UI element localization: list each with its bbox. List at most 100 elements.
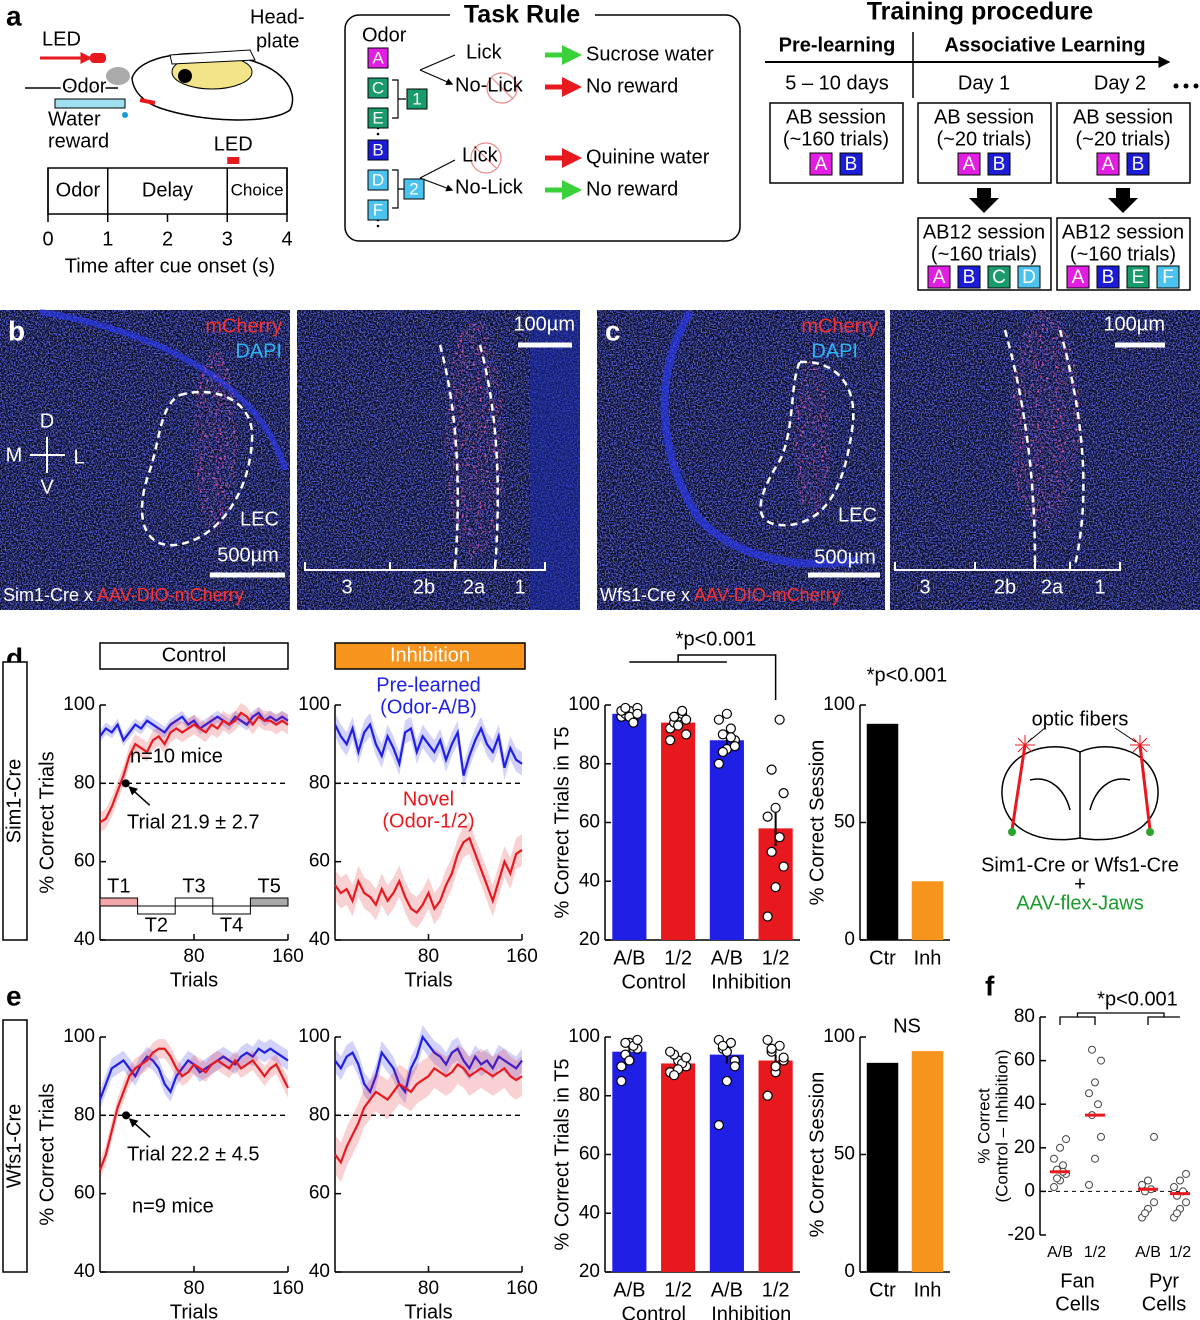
data-point: [729, 1061, 740, 1072]
odor: A: [963, 154, 976, 175]
window-label: T5: [258, 875, 281, 897]
y-tick-label: 100: [63, 694, 95, 715]
x-axis-label: Trials: [170, 969, 218, 991]
series-label: Pre-learned: [376, 674, 481, 696]
action: No-Lick: [455, 176, 524, 198]
ellipsis-dots: [376, 224, 380, 228]
condition-box: [99, 642, 289, 670]
data-point: [766, 1043, 777, 1054]
curve: [98, 1047, 289, 1171]
data-point: [1097, 1056, 1105, 1065]
virus: AAV-DIO-mCherry: [97, 585, 244, 605]
micrograph: [759, 360, 855, 527]
odor-box: [927, 265, 951, 289]
scale-label: 100µm: [1103, 313, 1165, 335]
micrograph: [445, 320, 505, 560]
session-trials: (~160 trials): [931, 243, 1037, 265]
odor: B: [963, 267, 976, 288]
data-point: [713, 714, 724, 725]
y-tick-label: 80: [579, 1085, 600, 1106]
mouse-schematic: LED Odor Water reward Head- plate: [25, 6, 304, 152]
odor-box: [809, 152, 833, 176]
data-point: [624, 1055, 635, 1066]
data-point: [669, 1070, 680, 1081]
mouse-schematic: [178, 69, 192, 83]
odor: B: [993, 154, 1006, 175]
data-point: [762, 1090, 773, 1101]
odor: B: [1102, 267, 1115, 288]
sem-band: [335, 712, 522, 788]
odor: D: [372, 170, 384, 189]
layer: 3: [919, 576, 930, 598]
bracket: [629, 654, 777, 700]
window-label: T2: [145, 914, 168, 936]
ellipsis-dots: [1173, 83, 1179, 89]
data-point: [1150, 1198, 1158, 1207]
task-arrows: [392, 79, 406, 119]
curve: [334, 836, 523, 915]
odor-box: [1126, 152, 1150, 176]
significance: *p<0.001: [1097, 988, 1178, 1010]
y-axis-label: % Correct Trials in T5: [551, 727, 573, 919]
bar: [661, 722, 696, 940]
y-axis-label: % Correct Session: [806, 740, 828, 906]
ellipsis-dots: [1183, 83, 1189, 89]
odor: A: [1072, 267, 1085, 288]
data-point: [1085, 1180, 1093, 1189]
session-box: [1056, 102, 1191, 184]
data-point: [669, 711, 680, 722]
data-point: [1097, 1132, 1105, 1141]
session-name: AB12 session: [923, 221, 1045, 243]
group-label: Inhibition: [711, 971, 791, 993]
curve: [99, 711, 289, 743]
x-tick-label: 80: [183, 1278, 204, 1299]
micrograph: [193, 350, 237, 530]
fiber-schematic: [1001, 746, 1159, 841]
session-name: AB12 session: [1062, 221, 1184, 243]
odor-box: [987, 152, 1011, 176]
sem-band: [335, 1044, 522, 1182]
x-axis-label: Trials: [404, 1301, 452, 1320]
data-point: [620, 702, 631, 714]
session-box: [917, 102, 1052, 184]
odor-box: [367, 199, 389, 221]
stain-label: DAPI: [811, 340, 858, 362]
data-point: [770, 882, 781, 893]
x-axis-label: Time after cue onset (s): [65, 255, 275, 277]
down-arrow: [969, 188, 1138, 213]
frame-gap: [450, 2, 595, 30]
data-point: [1053, 1174, 1061, 1183]
micrograph: [0, 310, 290, 610]
x-tick-label: 1/2: [762, 1279, 790, 1301]
trial-window: [249, 897, 289, 907]
annotation: n=9 mice: [132, 1195, 214, 1217]
series-label: Novel: [403, 788, 454, 810]
task-arrows: [419, 54, 455, 84]
data-point: [632, 708, 643, 719]
x-tick-label: 80: [183, 946, 204, 967]
bar: [758, 1060, 793, 1272]
panel-label: f: [985, 970, 995, 1001]
x-tick-label: A/B: [613, 947, 645, 969]
fiber-schematic: [1146, 828, 1154, 836]
bar: [709, 1054, 744, 1272]
phase: Associative Learning: [944, 34, 1145, 56]
row-label: Sim1-Cre: [3, 759, 25, 843]
x-tick-label: 80: [418, 946, 439, 967]
task-arrows: [470, 142, 502, 174]
data-point: [729, 741, 740, 752]
mouse-schematic: [139, 98, 156, 105]
session-name: AB session: [786, 106, 886, 128]
x-tick-label: Inh: [914, 1279, 942, 1301]
y-axis-label: % Correct Trials: [36, 751, 58, 893]
y-tick-label: 80: [309, 1104, 330, 1125]
sem-band: [335, 1025, 522, 1104]
odor-box: [957, 265, 981, 289]
x-tick-label: 80: [418, 1278, 439, 1299]
annotation: Trial 22.2 ± 4.5: [127, 1144, 260, 1166]
data-point: [1138, 1180, 1146, 1189]
trial-window: [137, 905, 176, 915]
x-tick-label: 160: [506, 1278, 538, 1299]
x-tick-label: 1/2: [1084, 1244, 1106, 1261]
virus: AAV-DIO-mCherry: [694, 585, 841, 605]
